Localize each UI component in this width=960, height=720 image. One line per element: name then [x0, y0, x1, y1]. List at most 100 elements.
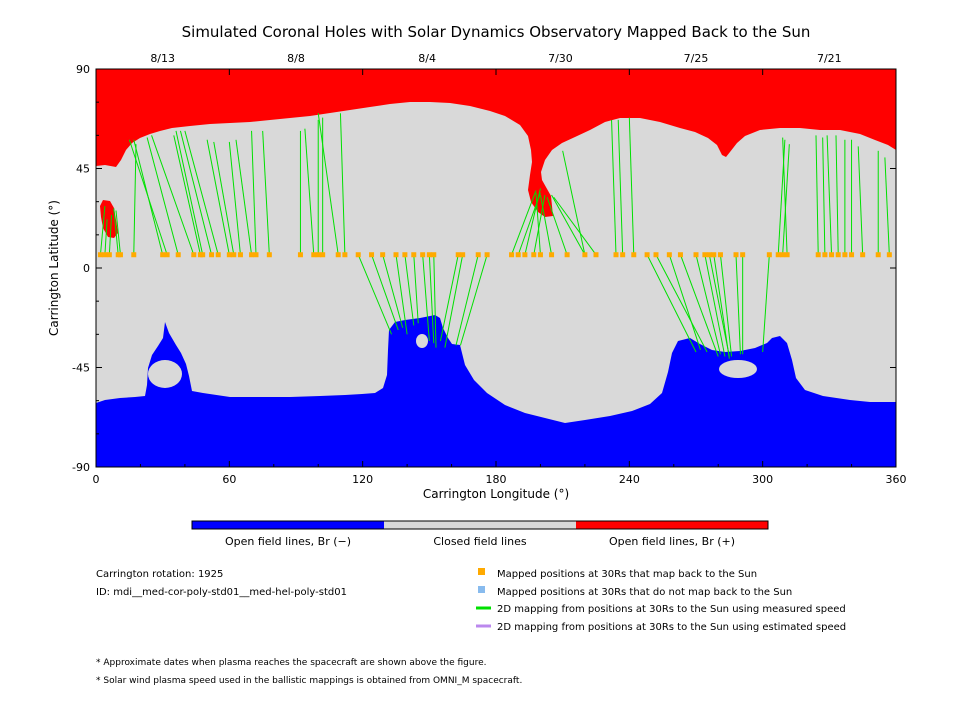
mapped-position-point: [200, 252, 206, 258]
closed-field-island: [719, 360, 757, 378]
mapping-line: [611, 119, 617, 255]
mapped-position-point: [693, 252, 699, 258]
date-tick-label: 8/4: [418, 52, 436, 65]
mapping-line: [339, 113, 346, 255]
mapped-position-point: [775, 252, 781, 258]
mapped-position-point: [717, 252, 723, 258]
mapping-line: [104, 219, 108, 255]
mapping-line: [719, 254, 733, 357]
mapped-position-point: [666, 252, 672, 258]
mapping-line: [628, 117, 635, 255]
mapped-position-point: [582, 252, 588, 258]
mapped-position-point: [320, 252, 326, 258]
mapping-line: [382, 254, 404, 328]
mapped-position-point: [175, 252, 181, 258]
mapping-line: [551, 194, 586, 255]
colorbar-closed: [384, 521, 576, 529]
mapping-line: [213, 141, 235, 255]
mapped-position-point: [215, 252, 221, 258]
mapped-position-point: [549, 252, 555, 258]
legend-swatch-no-map: [478, 586, 485, 593]
mapping-line: [617, 119, 624, 255]
mapping-line: [562, 150, 586, 255]
plot-area: [95, 68, 897, 468]
mapped-position-point: [631, 252, 637, 258]
mapped-position-point: [411, 252, 417, 258]
mapping-line: [815, 135, 819, 255]
footnote-speed: * Solar wind plasma speed used in the ba…: [96, 676, 522, 686]
mapped-position-point: [311, 252, 317, 258]
mapping-line: [535, 192, 541, 255]
mapping-line: [404, 254, 415, 326]
mapped-position-point: [564, 252, 570, 258]
mapped-position-point: [131, 252, 137, 258]
y-axis-label: Carrington Latitude (°): [47, 200, 61, 336]
mapping-line: [704, 254, 726, 357]
mapping-line: [108, 214, 113, 255]
mapped-position-point: [342, 252, 348, 258]
mapping-line: [304, 128, 315, 255]
mapped-position-point: [106, 252, 112, 258]
legend-label-measured: 2D mapping from positions at 30Rs to the…: [497, 604, 846, 615]
mapped-position-point: [677, 252, 683, 258]
mapping-line: [179, 130, 213, 255]
mapped-position-point: [822, 252, 828, 258]
mapping-line: [826, 135, 833, 255]
mapping-line: [395, 254, 408, 335]
mapping-line: [782, 137, 788, 255]
colorbar-label-positive: Open field lines, Br (+): [609, 535, 735, 548]
x-axis-label: Carrington Longitude (°): [423, 487, 569, 501]
mapped-position-point: [509, 252, 515, 258]
mapping-line: [428, 254, 435, 344]
mapping-line: [173, 135, 201, 255]
mapped-position-point: [515, 252, 521, 258]
mapped-position-point: [860, 252, 866, 258]
carrington-rotation-label: Carrington rotation: 1925: [96, 569, 223, 580]
mapping-line: [262, 130, 270, 255]
colorbar-frame: [191, 520, 769, 530]
mapped-position-point: [522, 252, 528, 258]
mapping-line: [235, 139, 253, 255]
date-tick-label: 8/13: [150, 52, 175, 65]
mapped-position-point: [266, 252, 272, 258]
mapped-position-point: [335, 252, 341, 258]
mapped-position-point: [849, 252, 855, 258]
mapped-position-point: [102, 252, 108, 258]
legend: Mapped positions at 30Rs that map back t…: [476, 568, 846, 633]
mapped-position-point: [97, 252, 103, 258]
footnote-dates: * Approximate dates when plasma reaches …: [96, 658, 487, 668]
mapped-position-point: [842, 252, 848, 258]
date-tick-label: 8/8: [287, 52, 305, 65]
date-tick-label: 7/30: [548, 52, 573, 65]
mapped-position-point: [702, 252, 708, 258]
y-tick-label: -45: [72, 362, 90, 375]
mapped-position-point: [380, 252, 386, 258]
mapping-line: [184, 130, 219, 255]
mapped-position-point: [593, 252, 599, 258]
colorbar-negative: [192, 521, 384, 529]
mapped-position-point: [164, 252, 170, 258]
y-tick-label: 0: [83, 262, 90, 275]
mapping-line: [695, 254, 721, 355]
mapping-line: [511, 190, 537, 255]
mapped-position-point: [711, 252, 717, 258]
mapped-position-point: [231, 252, 237, 258]
mapping-line: [151, 135, 195, 255]
mapping-line: [533, 194, 546, 255]
mapped-position-point: [460, 252, 466, 258]
mapping-line: [439, 254, 459, 342]
closed-field-island: [416, 334, 428, 348]
mapped-position-point: [249, 252, 255, 258]
mapping-line: [317, 113, 339, 255]
mapping-line: [857, 146, 864, 255]
mapped-position-point: [253, 252, 259, 258]
mapping-line: [113, 208, 119, 255]
mapping-line: [444, 254, 464, 348]
mapping-line: [115, 210, 121, 255]
mapped-position-point: [484, 252, 490, 258]
colorbar-label-negative: Open field lines, Br (−): [225, 535, 351, 548]
mapping-line: [146, 137, 179, 255]
x-tick-label: 120: [352, 473, 373, 486]
date-tick-label: 7/21: [817, 52, 842, 65]
mapped-position-point: [875, 252, 881, 258]
